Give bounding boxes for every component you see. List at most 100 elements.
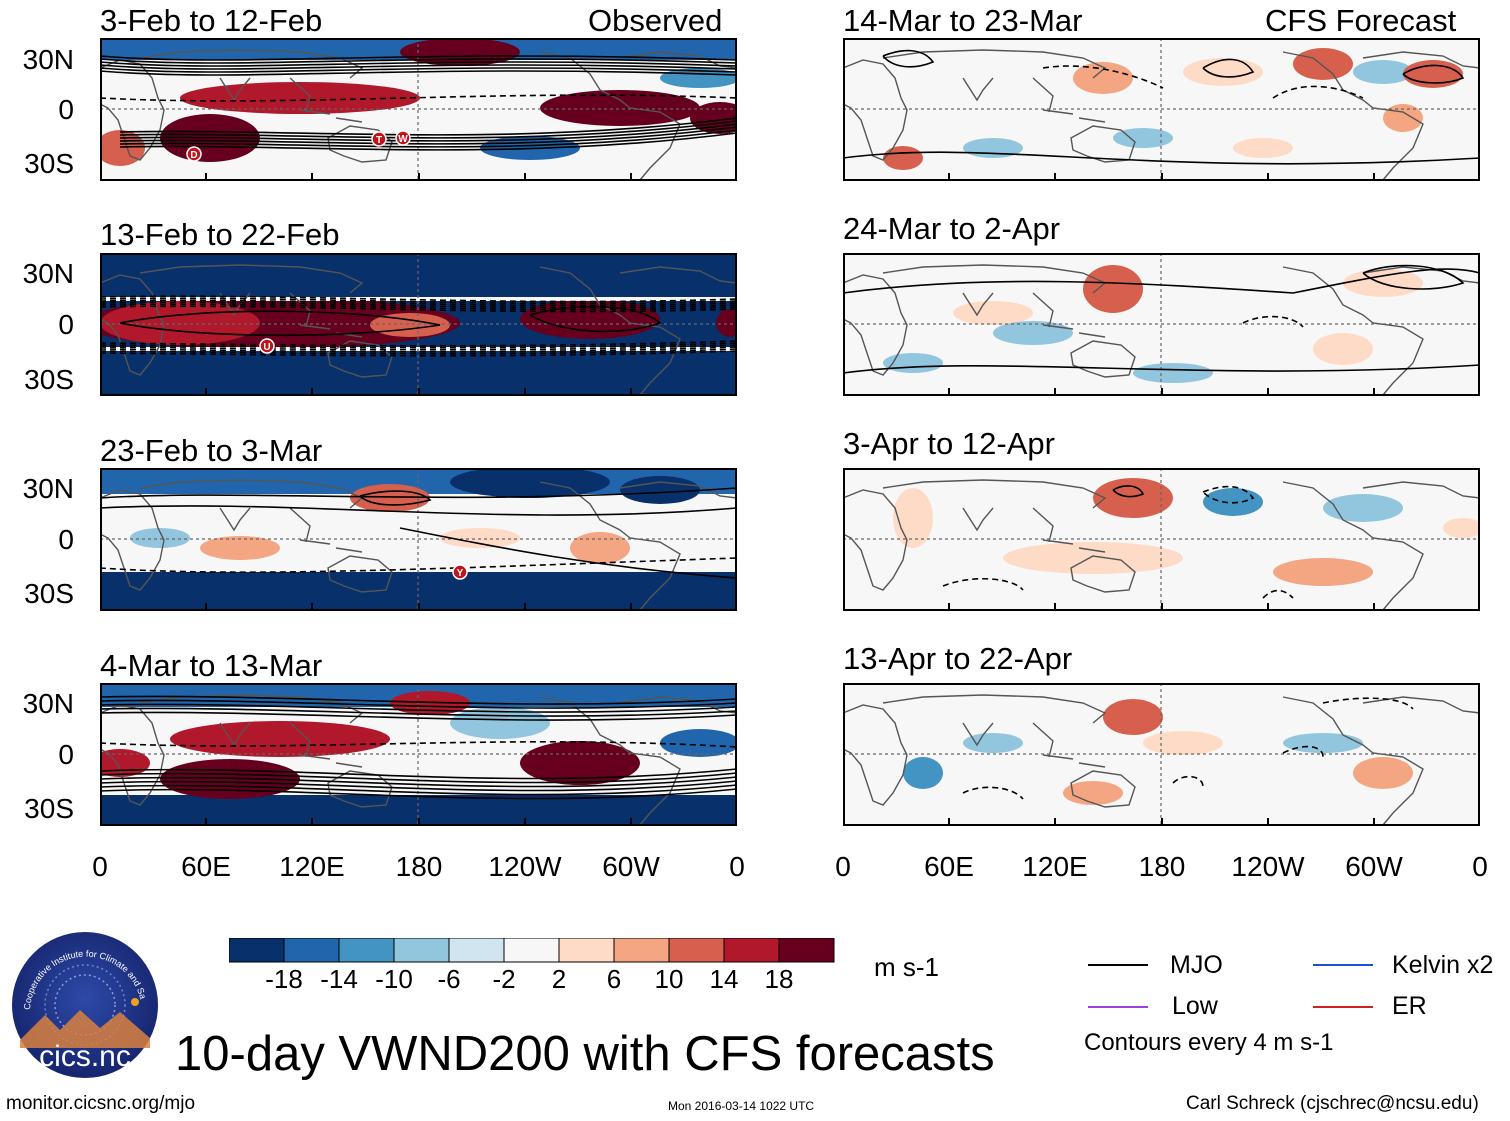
contour-mjo [100,64,737,70]
anomaly-pos [1003,542,1183,574]
svg-text:U: U [263,342,270,353]
anomaly-pos [1073,62,1133,94]
anomaly-pos [1353,757,1413,789]
anomaly-pos [540,90,700,126]
contour-mjo [843,364,1480,374]
forecast-map-3 [843,468,1480,611]
anomaly-pos [1403,60,1463,88]
contour-mjo-neg [1172,775,1204,788]
main-title: 10-day VWND200 with CFS forecasts [175,1027,995,1081]
anomaly-neg [1323,494,1403,522]
svg-text:W: W [398,134,408,145]
contour-mjo-neg [100,346,737,353]
contour-mjo-neg [100,94,737,102]
svg-text:Y: Y [457,568,464,579]
anomaly-neg [1113,128,1173,148]
anomaly-pos [200,536,280,560]
colorbar-label: 10 [654,964,684,994]
obs3-ylab-30n: 30N [22,473,74,504]
contour-mjo-neg [1282,745,1324,758]
contour-mjo [100,780,737,792]
colorbar-swatch [283,938,340,963]
anomaly-pos [440,528,520,548]
contour-mjo-neg [1272,85,1364,99]
contour-mjo [100,768,737,780]
legend-kelvin-label: Kelvin x2 [1392,951,1494,979]
obs1-ylab-30s: 30S [24,148,74,179]
anomaly-pos [716,309,737,337]
obs4-ylab-30s: 30S [24,793,74,824]
obs-xlab-5: 60W [602,851,660,882]
anomaly-neg [1133,363,1213,383]
anomaly-neg [993,321,1073,345]
legend-kelvin-line [1313,964,1373,966]
contour-mjo [100,707,737,717]
contour-mjo [1402,64,1465,84]
fc-panel-4-title: 13-Apr to 22-Apr [843,641,1073,676]
contour-mjo [100,695,737,705]
colorbar [229,938,835,963]
contour-mjo [399,527,737,579]
anomaly-neg [620,476,700,504]
colorbar-label: -2 [492,964,516,994]
colorbar-swatch [448,938,505,963]
anomaly-pos [1233,138,1293,158]
anomaly-neg [883,353,943,373]
contour-mjo [100,70,737,76]
footer-url[interactable]: monitor.cicsnc.org/mjo [6,1093,196,1114]
anomaly-neg [450,468,610,498]
fc-panel-3-title: 3-Apr to 12-Apr [843,426,1055,461]
contour-mjo-neg [100,299,737,307]
anomaly-pos [170,721,390,757]
contour-mjo [359,490,432,506]
obs2-ylab-30s: 30S [24,364,74,395]
contour-mjo-neg [100,342,737,349]
fc-xlab-2: 120E [1022,851,1088,882]
coastlines [843,479,1480,611]
wave-marker-y: Y [452,564,468,580]
forecast-map-2 [843,253,1480,396]
coastlines [843,49,1480,181]
contour-mjo [100,67,737,73]
obs-xlab-0: 0 [92,851,108,882]
anomaly-pos [350,484,430,512]
contour-mjo [100,772,737,784]
contour-mjo [1362,264,1465,290]
contour-mjo-neg [962,786,1024,800]
legend-low-label: Low [1172,992,1218,1020]
fc-panel-2-title: 24-Mar to 2-Apr [843,211,1061,246]
colorbar-label: -14 [320,964,358,994]
obs-map-1: D T W [100,38,737,181]
obs3-ylab-0: 0 [58,524,74,555]
fc-xlab-5: 60W [1345,851,1403,882]
obs-xlab-3: 180 [395,851,443,882]
legend-low-line [1088,1006,1148,1008]
contour-mjo-neg [100,305,737,313]
contour-mjo [100,699,737,709]
anomaly-pos [1273,558,1373,586]
obs2-ylab-30n: 30N [22,258,74,289]
wave-marker-t: T [371,131,387,147]
obs-map-2: U [100,253,737,396]
contour-mjo-neg [100,344,737,351]
contour-mjo [100,487,737,499]
colorbar-swatch [393,938,450,963]
obs4-ylab-30n: 30N [22,688,74,719]
anomaly-neg [130,528,190,548]
obs1-ylab-0: 0 [58,94,74,125]
contour-mjo-neg [100,350,737,357]
contour-mjo-neg [1242,315,1304,328]
anomaly-pos [1383,104,1423,132]
legend-mjo-line [1088,964,1148,966]
colorbar-swatch [229,938,285,963]
colorbar-label: -6 [437,964,461,994]
contour-mjo-neg [100,301,737,309]
contour-mjo [100,55,737,61]
colorbar-swatch [558,938,615,963]
svg-text:D: D [190,150,197,161]
wave-marker-w: W [395,130,411,146]
anomaly-pos [1313,333,1373,365]
colorbar-swatch [778,938,835,963]
colorbar-label: 18 [764,964,794,994]
anomaly-pos [1183,58,1263,86]
